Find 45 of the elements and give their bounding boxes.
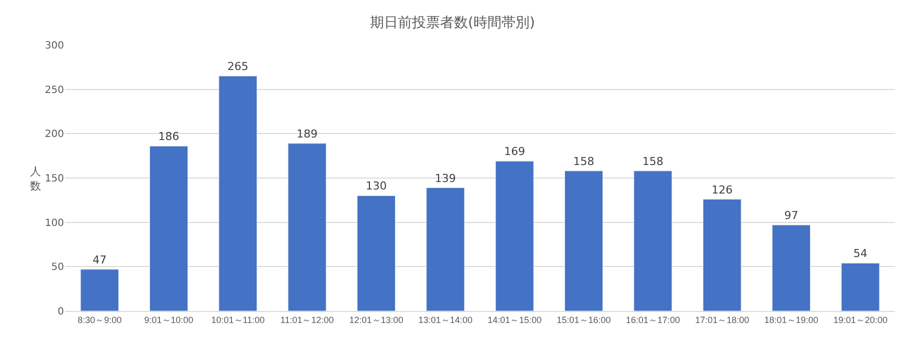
x-tick-label: 15:01～16:00 [556, 314, 611, 325]
y-tick-label: 300 [44, 40, 64, 52]
bar [841, 262, 880, 311]
bar [702, 199, 742, 311]
data-label: 169 [504, 145, 526, 158]
y-tick-label: 50 [51, 262, 64, 274]
x-tick-label: 13:01～14:00 [418, 314, 472, 325]
bar [426, 188, 465, 311]
data-label: 189 [296, 127, 318, 140]
bar [218, 76, 258, 311]
bar [288, 143, 326, 311]
y-tick-label: 0 [58, 306, 64, 318]
x-tick-label: 16:01～17:00 [626, 314, 680, 325]
data-label: 158 [573, 154, 594, 168]
data-label: 186 [158, 130, 180, 144]
bar [495, 160, 534, 311]
data-label: 97 [784, 208, 798, 222]
x-tick-label: 17:01～18:00 [695, 314, 750, 325]
x-tick-label: 19:01～20:00 [833, 314, 888, 325]
y-tick-label: 100 [44, 218, 64, 229]
y-tick-label: 250 [44, 84, 64, 96]
data-label: 158 [642, 154, 664, 168]
y-tick-label: 150 [44, 174, 64, 184]
bar [356, 195, 396, 311]
data-label: 126 [712, 183, 733, 196]
data-label: 130 [366, 180, 387, 193]
x-tick-label: 14:01～15:00 [488, 314, 542, 325]
data-label: 54 [853, 247, 868, 260]
x-tick-label: 18:01～19:00 [764, 314, 818, 325]
chart-title: 期日前投票者数(時間帯別) [370, 14, 535, 31]
bar [564, 170, 604, 311]
data-label: 265 [227, 60, 248, 74]
data-label: 47 [92, 253, 107, 266]
bar [772, 224, 811, 311]
x-tick-label: 9:01～10:00 [144, 314, 194, 325]
bar [634, 170, 672, 311]
y-tick-label: 200 [44, 129, 64, 140]
x-tick-label: 12:01～13:00 [349, 314, 404, 325]
x-tick-label: 10:01～11:00 [211, 314, 265, 325]
y-axis-title: 人数 [30, 165, 41, 192]
bar [149, 146, 188, 311]
bar [80, 269, 119, 311]
x-tick-label: 11:01～12:00 [280, 314, 334, 325]
data-label: 139 [434, 172, 456, 185]
x-tick-label: 8:30～9:00 [78, 314, 122, 325]
